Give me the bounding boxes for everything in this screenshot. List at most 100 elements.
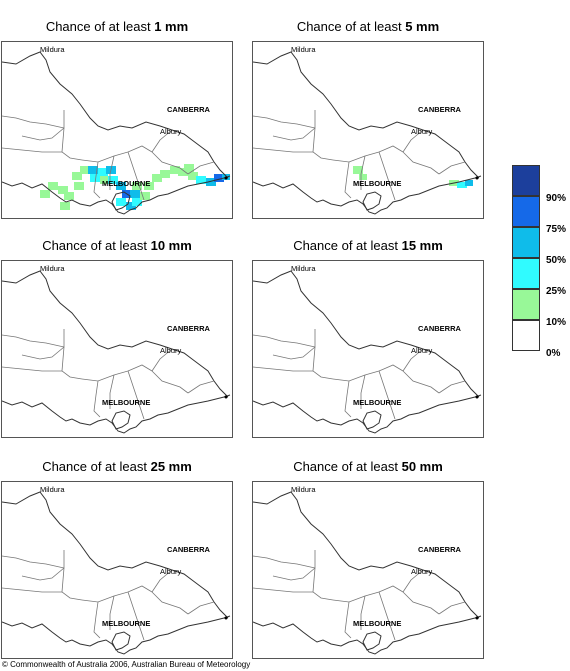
state-border [2,51,229,179]
map-label-albury: Albury [411,346,433,355]
district-boundary [438,601,466,615]
district-boundary [360,155,366,190]
district-boundary [81,364,153,382]
district-boundary [402,129,424,153]
port-phillip-bay [362,191,382,211]
location-marker [224,616,228,620]
legend-swatch-25 [512,258,540,289]
victoria-map: Mildura CANBERRA Albury MELBOURNE [253,485,482,655]
rain-probability-cell [206,178,216,186]
location-marker [475,176,479,180]
panel-title: Chance of at least 15 mm [293,238,443,253]
district-boundary [402,569,424,593]
rain-probability-cell [132,182,142,190]
map-label-melbourne: MELBOURNE [353,398,401,407]
district-boundary [127,591,145,641]
district-boundary [402,151,440,175]
district-boundary [151,569,173,593]
panel-title: Chance of at least 25 mm [42,459,192,474]
district-boundary [402,348,424,372]
district-boundary [312,550,334,601]
map-label-canberra: CANBERRA [167,324,211,333]
legend-label-50: 50% [546,255,567,266]
rain-probability-cell [48,182,58,190]
copyright-footer: © Commonwealth of Australia 2006, Austra… [2,660,251,669]
district-boundary [438,380,466,394]
district-boundary [93,161,101,199]
district-boundary [2,147,62,153]
district-boundary [151,591,189,615]
location-marker [224,176,228,180]
location-marker [224,395,228,399]
district-boundary [61,329,83,380]
map-10mm: Mildura CANBERRA Albury MELBOURNE [1,260,233,438]
map-label-mildura: Mildura [40,485,65,494]
map-label-albury: Albury [411,127,433,136]
district-boundary [109,374,115,409]
map-label-albury: Albury [411,567,433,576]
district-boundary [253,366,313,372]
rain-probability-cell [90,174,100,182]
rain-probability-cell [144,182,154,190]
district-boundary [151,348,173,372]
district-boundary [109,155,115,190]
location-marker [475,395,479,399]
victoria-map: Mildura CANBERRA Albury MELBOURNE [2,485,231,655]
coastline [2,615,231,655]
district-boundary [272,567,316,581]
district-boundary [151,151,189,175]
legend-swatch-0 [512,320,540,351]
rain-probability-cell [130,190,140,198]
district-boundary [344,161,352,199]
map-50mm: Mildura CANBERRA Albury MELBOURNE [252,481,484,659]
rain-probability-cell [140,192,150,200]
rain-probability-cell [465,180,473,186]
legend-label-75: 75% [546,224,567,235]
map-label-mildura: Mildura [291,45,316,54]
map-15mm: Mildura CANBERRA Albury MELBOURNE [252,260,484,438]
state-border [253,270,480,398]
map-label-mildura: Mildura [40,45,65,54]
map-25mm: Mildura CANBERRA Albury MELBOURNE [1,481,233,659]
district-boundary [2,366,62,372]
district-boundary [109,595,115,630]
district-boundary [378,370,396,420]
legend-swatch-50 [512,227,540,258]
panel-title: Chance of at least 1 mm [45,19,189,34]
rain-probability-cell [108,176,118,184]
district-boundary [332,145,404,163]
district-boundary [2,115,65,129]
panel-title: Chance of at least 5 mm [296,19,440,34]
district-boundary [2,555,65,569]
rain-probability-cell [126,202,136,210]
coastline [2,175,231,215]
map-label-mildura: Mildura [291,485,316,494]
district-boundary [21,567,65,581]
district-boundary [61,550,83,601]
coastline [2,394,231,434]
district-boundary [81,585,153,603]
district-boundary [402,370,440,394]
rain-probability-cell [457,182,467,188]
district-boundary [253,555,316,569]
rain-probability-cell [64,192,74,200]
victoria-map: Mildura CANBERRA Albury MELBOURNE [2,264,231,434]
port-phillip-bay [362,631,382,651]
state-border [2,270,229,398]
rain-probability-cell [80,166,90,174]
legend-swatch-10 [512,289,540,320]
map-1mm: Mildura CANBERRA Albury MELBOURNE [1,41,233,219]
legend-label-10: 10% [546,317,567,328]
rain-probability-cell [116,198,126,206]
rain-probability-cell [214,174,224,182]
rain-probability-cell [40,190,50,198]
district-boundary [253,115,316,129]
rain-probability-cell [58,186,68,194]
legend-swatch-75 [512,196,540,227]
map-label-albury: Albury [160,127,182,136]
district-boundary [253,147,313,153]
rain-probability-cell [353,166,363,174]
rain-probability-cell [132,198,142,206]
rain-probability-cell [98,168,108,176]
district-boundary [127,370,145,420]
